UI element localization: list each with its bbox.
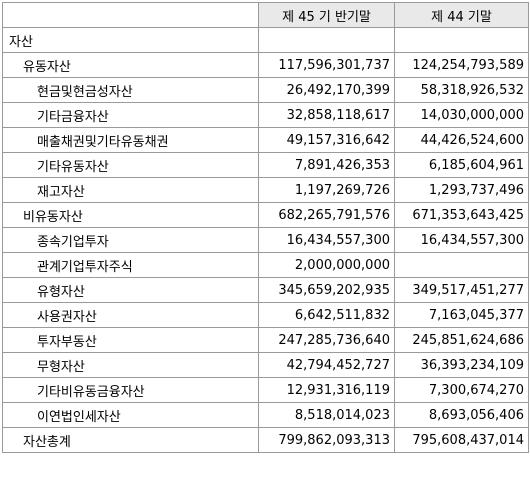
table-row: 무형자산 42,794,452,727 36,393,234,109 (2, 352, 529, 378)
previous-period-value: 6,185,604,961 (394, 152, 529, 178)
account-label: 사용권자산 (2, 302, 259, 328)
table-row: 자산총계 799,862,093,313 795,608,437,014 (2, 427, 529, 453)
account-label: 현금및현금성자산 (2, 77, 259, 103)
account-label: 관계기업투자주식 (2, 252, 259, 278)
table-row: 기타유동자산 7,891,426,353 6,185,604,961 (2, 152, 529, 178)
table-row: 사용권자산 6,642,511,832 7,163,045,377 (2, 302, 529, 328)
current-period-value: 247,285,736,640 (258, 327, 395, 353)
previous-period-value: 245,851,624,686 (394, 327, 529, 353)
table-row: 매출채권및기타유동채권 49,157,316,642 44,426,524,600 (2, 127, 529, 153)
account-label: 유형자산 (2, 277, 259, 303)
current-period-value: 1,197,269,726 (258, 177, 395, 203)
table-row: 투자부동산 247,285,736,640 245,851,624,686 (2, 327, 529, 353)
previous-period-value: 671,353,643,425 (394, 202, 529, 228)
previous-period-value: 349,517,451,277 (394, 277, 529, 303)
account-label: 투자부동산 (2, 327, 259, 353)
table-row: 기타금융자산 32,858,118,617 14,030,000,000 (2, 102, 529, 128)
header-label-cell (2, 2, 259, 28)
account-label: 기타금융자산 (2, 102, 259, 128)
previous-period-value: 124,254,793,589 (394, 52, 529, 78)
current-period-value: 12,931,316,119 (258, 377, 395, 403)
current-period-value: 345,659,202,935 (258, 277, 395, 303)
current-period-value: 117,596,301,737 (258, 52, 395, 78)
account-label: 종속기업투자 (2, 227, 259, 253)
table-row: 재고자산 1,197,269,726 1,293,737,496 (2, 177, 529, 203)
previous-period-value: 1,293,737,496 (394, 177, 529, 203)
account-label: 유동자산 (2, 52, 259, 78)
current-period-value: 7,891,426,353 (258, 152, 395, 178)
current-period-value: 26,492,170,399 (258, 77, 395, 103)
table-row: 종속기업투자 16,434,557,300 16,434,557,300 (2, 227, 529, 253)
table-row: 관계기업투자주식 2,000,000,000 (2, 252, 529, 278)
header-current-period: 제 45 기 반기말 (258, 2, 395, 28)
table-row: 비유동자산 682,265,791,576 671,353,643,425 (2, 202, 529, 228)
previous-period-value: 14,030,000,000 (394, 102, 529, 128)
table-row: 유동자산 117,596,301,737 124,254,793,589 (2, 52, 529, 78)
account-label: 기타유동자산 (2, 152, 259, 178)
current-period-value: 682,265,791,576 (258, 202, 395, 228)
account-label: 자산총계 (2, 427, 259, 453)
previous-period-value: 58,318,926,532 (394, 77, 529, 103)
table-row: 현금및현금성자산 26,492,170,399 58,318,926,532 (2, 77, 529, 103)
current-period-value: 6,642,511,832 (258, 302, 395, 328)
current-period-value: 49,157,316,642 (258, 127, 395, 153)
account-label: 무형자산 (2, 352, 259, 378)
current-period-value: 42,794,452,727 (258, 352, 395, 378)
table-body: 자산 유동자산 117,596,301,737 124,254,793,589 현금및현… (2, 27, 529, 453)
current-period-value: 799,862,093,313 (258, 427, 395, 453)
previous-period-value (394, 252, 529, 278)
table-row: 유형자산 345,659,202,935 349,517,451,277 (2, 277, 529, 303)
header-row: 제 45 기 반기말 제 44 기말 (2, 2, 529, 28)
previous-period-value: 36,393,234,109 (394, 352, 529, 378)
account-label: 재고자산 (2, 177, 259, 203)
previous-period-value: 8,693,056,406 (394, 402, 529, 428)
account-label: 기타비유동금융자산 (2, 377, 259, 403)
account-label: 매출채권및기타유동채권 (2, 127, 259, 153)
current-period-value: 16,434,557,300 (258, 227, 395, 253)
previous-period-value: 795,608,437,014 (394, 427, 529, 453)
previous-period-value: 7,163,045,377 (394, 302, 529, 328)
previous-period-value (394, 27, 529, 53)
current-period-value: 8,518,014,023 (258, 402, 395, 428)
header-previous-period: 제 44 기말 (394, 2, 529, 28)
table-row: 기타비유동금융자산 12,931,316,119 7,300,674,270 (2, 377, 529, 403)
current-period-value: 32,858,118,617 (258, 102, 395, 128)
balance-sheet-table: 제 45 기 반기말 제 44 기말 자산 유동자산 117,596,301,737… (2, 2, 529, 453)
account-label: 이연법인세자산 (2, 402, 259, 428)
previous-period-value: 44,426,524,600 (394, 127, 529, 153)
table-row: 자산 (2, 27, 529, 53)
account-label: 자산 (2, 27, 259, 53)
current-period-value: 2,000,000,000 (258, 252, 395, 278)
current-period-value (258, 27, 395, 53)
table-row: 이연법인세자산 8,518,014,023 8,693,056,406 (2, 402, 529, 428)
account-label: 비유동자산 (2, 202, 259, 228)
previous-period-value: 16,434,557,300 (394, 227, 529, 253)
previous-period-value: 7,300,674,270 (394, 377, 529, 403)
